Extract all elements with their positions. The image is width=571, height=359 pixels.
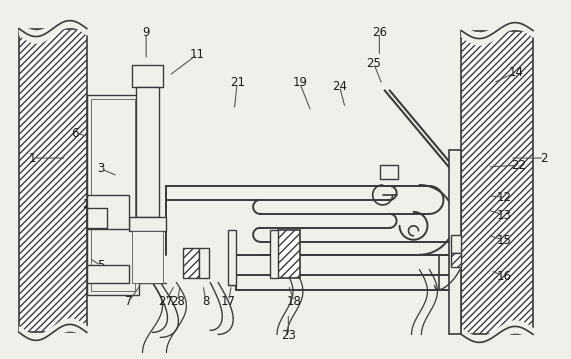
- Bar: [449, 150, 461, 334]
- Text: 5: 5: [97, 259, 104, 272]
- Bar: [19, 29, 87, 332]
- Bar: [128, 217, 167, 231]
- Text: 13: 13: [497, 209, 512, 222]
- Text: 21: 21: [230, 76, 244, 89]
- Bar: [278, 230, 300, 278]
- Text: 11: 11: [190, 48, 205, 61]
- Bar: [380, 165, 397, 179]
- Text: 2: 2: [541, 151, 548, 164]
- Text: 6: 6: [71, 126, 79, 140]
- Bar: [91, 99, 135, 290]
- Bar: [183, 248, 199, 278]
- Text: 9: 9: [142, 26, 150, 39]
- Text: 14: 14: [508, 66, 524, 79]
- Bar: [135, 87, 159, 217]
- Bar: [451, 253, 461, 267]
- Text: 4: 4: [97, 219, 104, 233]
- Bar: [131, 65, 163, 87]
- Bar: [87, 208, 107, 228]
- Bar: [131, 231, 163, 283]
- Text: 20: 20: [82, 198, 96, 211]
- Text: 16: 16: [497, 270, 512, 283]
- Text: 19: 19: [292, 76, 307, 89]
- Text: 23: 23: [281, 328, 296, 341]
- Text: 26: 26: [372, 26, 387, 39]
- Text: 18: 18: [287, 295, 301, 308]
- Text: 17: 17: [221, 295, 236, 308]
- Text: 3: 3: [97, 162, 104, 175]
- Bar: [87, 95, 139, 294]
- Bar: [87, 265, 128, 283]
- Text: 7: 7: [125, 295, 133, 308]
- Text: 25: 25: [366, 57, 381, 70]
- Bar: [451, 235, 461, 253]
- Text: 8: 8: [202, 295, 210, 308]
- Bar: [199, 248, 210, 278]
- Bar: [87, 195, 128, 229]
- Text: 12: 12: [497, 191, 512, 204]
- Text: 24: 24: [332, 80, 347, 93]
- Bar: [270, 230, 278, 278]
- Bar: [461, 31, 533, 334]
- Text: 27: 27: [159, 295, 174, 308]
- Text: 15: 15: [497, 234, 512, 247]
- Text: 28: 28: [170, 295, 185, 308]
- Text: 22: 22: [511, 159, 526, 172]
- Bar: [228, 230, 236, 285]
- Text: 1: 1: [29, 151, 36, 164]
